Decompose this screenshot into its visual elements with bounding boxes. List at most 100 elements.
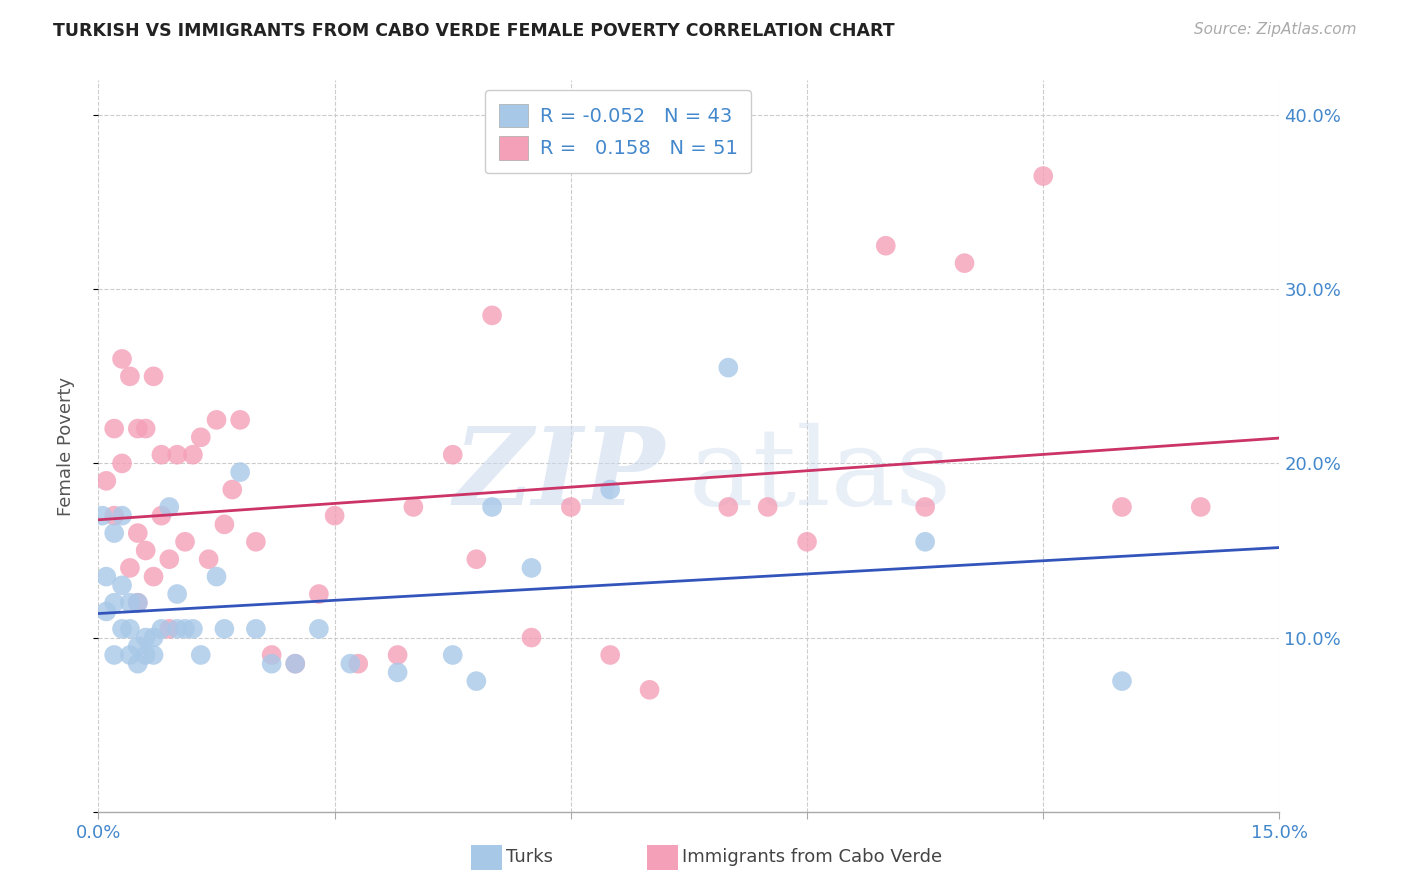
Point <box>118 561 141 575</box>
Point <box>127 596 149 610</box>
Text: Source: ZipAtlas.com: Source: ZipAtlas.com <box>1194 22 1357 37</box>
Point <box>284 657 307 671</box>
Point <box>103 421 125 435</box>
Point <box>150 508 173 523</box>
Point <box>127 421 149 435</box>
Point <box>387 648 409 662</box>
Point <box>174 534 197 549</box>
Point <box>214 517 236 532</box>
Point <box>1111 500 1133 514</box>
Point <box>142 369 165 384</box>
Point <box>441 648 464 662</box>
Point <box>205 413 228 427</box>
Point <box>96 604 118 618</box>
Point <box>914 534 936 549</box>
Point <box>103 508 125 523</box>
Point <box>441 448 464 462</box>
Point <box>111 578 134 592</box>
Point <box>1111 674 1133 689</box>
Point <box>118 369 141 384</box>
Point <box>796 534 818 549</box>
Point <box>118 596 141 610</box>
Point <box>142 569 165 583</box>
Point <box>197 552 219 566</box>
Point <box>135 648 157 662</box>
Point <box>111 622 134 636</box>
Point <box>717 360 740 375</box>
Text: TURKISH VS IMMIGRANTS FROM CABO VERDE FEMALE POVERTY CORRELATION CHART: TURKISH VS IMMIGRANTS FROM CABO VERDE FE… <box>53 22 896 40</box>
Point <box>229 413 252 427</box>
Point <box>481 500 503 514</box>
Point <box>103 596 125 610</box>
Point <box>166 622 188 636</box>
Point <box>142 631 165 645</box>
Point <box>150 448 173 462</box>
Point <box>953 256 976 270</box>
Point <box>190 430 212 444</box>
Point <box>481 309 503 323</box>
Point <box>135 543 157 558</box>
Point <box>520 561 543 575</box>
Point <box>181 622 204 636</box>
Text: ZIP: ZIP <box>454 422 665 528</box>
Point <box>157 552 180 566</box>
Point <box>387 665 409 680</box>
Point <box>520 631 543 645</box>
Point <box>284 657 307 671</box>
Point <box>103 526 125 541</box>
Point <box>465 674 488 689</box>
Point <box>229 465 252 479</box>
Text: Immigrants from Cabo Verde: Immigrants from Cabo Verde <box>682 848 942 866</box>
Point <box>308 587 330 601</box>
Point <box>245 622 267 636</box>
Point <box>260 648 283 662</box>
Point <box>157 622 180 636</box>
Point <box>638 682 661 697</box>
Point <box>260 657 283 671</box>
Text: Turks: Turks <box>506 848 553 866</box>
Point <box>190 648 212 662</box>
Point <box>111 508 134 523</box>
Point <box>214 622 236 636</box>
Point <box>127 640 149 654</box>
Point <box>142 648 165 662</box>
Point <box>914 500 936 514</box>
Point <box>111 351 134 366</box>
Point <box>717 500 740 514</box>
Point <box>157 500 180 514</box>
Legend: R = -0.052   N = 43, R =   0.158   N = 51: R = -0.052 N = 43, R = 0.158 N = 51 <box>485 90 751 173</box>
Point <box>402 500 425 514</box>
Point <box>91 508 114 523</box>
Point <box>1032 169 1054 183</box>
Point <box>1189 500 1212 514</box>
Point <box>103 648 125 662</box>
Point <box>756 500 779 514</box>
Point <box>118 648 141 662</box>
Text: atlas: atlas <box>689 423 952 528</box>
Point <box>181 448 204 462</box>
Point <box>118 622 141 636</box>
Point <box>339 657 361 671</box>
Point <box>875 238 897 252</box>
Point <box>166 448 188 462</box>
Point <box>150 622 173 636</box>
Point <box>166 587 188 601</box>
Point <box>111 457 134 471</box>
Point <box>560 500 582 514</box>
Point <box>96 569 118 583</box>
Point <box>221 483 243 497</box>
Point <box>599 648 621 662</box>
Point <box>96 474 118 488</box>
Point <box>135 421 157 435</box>
Point <box>323 508 346 523</box>
Point <box>205 569 228 583</box>
Point <box>308 622 330 636</box>
Point <box>347 657 370 671</box>
Point <box>599 483 621 497</box>
Y-axis label: Female Poverty: Female Poverty <box>56 376 75 516</box>
Point <box>127 657 149 671</box>
Point <box>127 526 149 541</box>
Point <box>174 622 197 636</box>
Point <box>465 552 488 566</box>
Point <box>135 631 157 645</box>
